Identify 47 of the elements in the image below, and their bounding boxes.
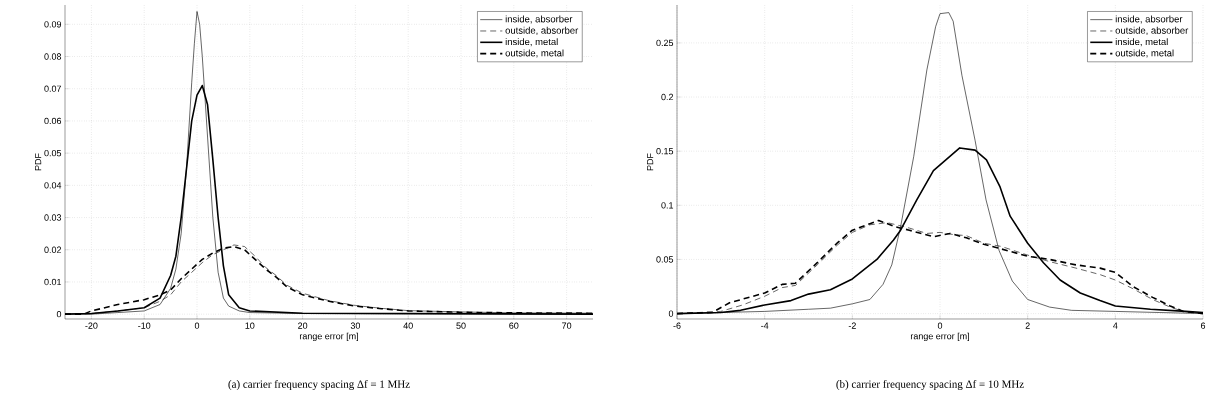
y-tick-label: 0.05 (656, 256, 674, 263)
x-tick-label: 50 (456, 322, 466, 329)
x-tick-label: 0 (194, 322, 200, 329)
x-tick-label: 60 (509, 322, 519, 329)
x-axis-title: range error [m] (299, 332, 359, 342)
y-axis-title: PDF (647, 153, 654, 171)
y-axis-title: PDF (35, 153, 42, 171)
legend-label: inside, absorber (1115, 15, 1183, 24)
text: (a) carrier frequency spacing Δf = 1 MHz (228, 379, 410, 391)
x-tick-label: 40 (403, 322, 413, 329)
y-tick-label: 0.03 (44, 214, 62, 221)
y-tick-label: 0.15 (656, 147, 674, 155)
y-tick-label: 0.09 (44, 21, 62, 28)
y-tick-label: 0 (668, 310, 674, 317)
x-tick-label: 0 (937, 322, 943, 329)
y-tick-label: 0.06 (44, 117, 62, 125)
x-tick-label: -6 (673, 322, 681, 329)
y-tick-label: 0.02 (44, 246, 62, 253)
legend-label: outside, metal (505, 49, 564, 58)
x-tick-label: -4 (761, 322, 769, 329)
y-tick-label: 0 (56, 310, 62, 318)
x-tick-label: -10 (138, 322, 151, 329)
legend-label: outside, metal (1115, 49, 1174, 58)
y-tick-label: 0.05 (44, 149, 62, 157)
y-tick-label: 0.25 (656, 39, 674, 47)
x-tick-label: -2 (848, 322, 856, 329)
legend-label: outside, absorber (1115, 26, 1189, 35)
y-tick-label: 0.1 (661, 202, 674, 209)
y-tick-label: 0.01 (44, 278, 62, 286)
x-tick-label: 20 (298, 322, 308, 329)
legend-label: inside, metal (505, 38, 558, 47)
legend-label: inside, metal (1115, 38, 1168, 47)
y-tick-label: 0.2 (661, 93, 674, 101)
y-tick-label: 0.07 (44, 85, 62, 92)
x-tick-label: 30 (350, 322, 361, 329)
y-tick-label: 0.04 (44, 182, 62, 189)
x-tick-label: 4 (1113, 322, 1118, 329)
x-tick-label: 70 (562, 322, 572, 329)
x-tick-label: -20 (85, 322, 98, 329)
x-tick-label: 10 (245, 322, 255, 329)
x-tick-label: 2 (1025, 322, 1030, 329)
x-tick-label: 6 (1200, 322, 1206, 329)
text: (b) carrier frequency spacing Δf = 10 MHz (836, 379, 1024, 391)
y-tick-label: 0.08 (44, 53, 62, 60)
legend-label: outside, absorber (505, 26, 579, 35)
legend-label: inside, absorber (505, 15, 573, 24)
x-axis-title: range error [m] (910, 332, 970, 342)
